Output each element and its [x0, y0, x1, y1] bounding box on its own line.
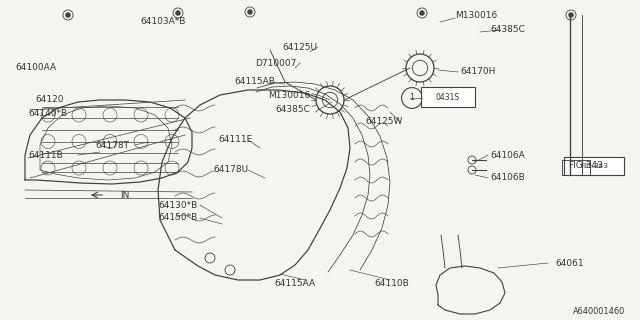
Text: 64100AA: 64100AA — [15, 63, 56, 73]
Circle shape — [175, 11, 180, 15]
Text: 64111B: 64111B — [28, 150, 63, 159]
Text: 64110B: 64110B — [374, 278, 410, 287]
Circle shape — [65, 12, 70, 18]
Text: 64106B: 64106B — [490, 173, 525, 182]
Text: FIG.343: FIG.343 — [568, 161, 603, 170]
Circle shape — [568, 12, 573, 18]
Text: FIG.343: FIG.343 — [580, 163, 608, 169]
Text: M130016: M130016 — [455, 11, 497, 20]
Text: 64130*B: 64130*B — [158, 201, 197, 210]
Text: 0431S: 0431S — [436, 92, 460, 101]
Text: 64178T: 64178T — [95, 140, 129, 149]
Text: 64140*B: 64140*B — [28, 108, 67, 117]
Text: 64170H: 64170H — [460, 68, 495, 76]
Text: IN: IN — [120, 190, 129, 199]
Text: 64103A*B: 64103A*B — [140, 18, 186, 27]
Text: 64115AB: 64115AB — [234, 77, 275, 86]
Text: M130016: M130016 — [268, 91, 310, 100]
Circle shape — [419, 11, 424, 15]
Text: 64178U: 64178U — [213, 165, 248, 174]
Text: 1: 1 — [410, 93, 414, 102]
Text: 64111E: 64111E — [218, 135, 252, 145]
Text: 64125W: 64125W — [365, 117, 403, 126]
Text: 64061: 64061 — [555, 259, 584, 268]
Text: 64150*B: 64150*B — [158, 213, 197, 222]
FancyBboxPatch shape — [421, 87, 475, 107]
Text: 64115AA: 64115AA — [275, 278, 316, 287]
Text: 64120: 64120 — [35, 95, 63, 105]
Circle shape — [248, 10, 253, 14]
Text: 64385C: 64385C — [490, 26, 525, 35]
Text: 64385C: 64385C — [275, 106, 310, 115]
Text: 64106A: 64106A — [490, 150, 525, 159]
Text: D710007: D710007 — [255, 59, 296, 68]
Text: A640001460: A640001460 — [573, 308, 625, 316]
FancyBboxPatch shape — [564, 157, 624, 175]
Text: 64125U: 64125U — [282, 43, 317, 52]
